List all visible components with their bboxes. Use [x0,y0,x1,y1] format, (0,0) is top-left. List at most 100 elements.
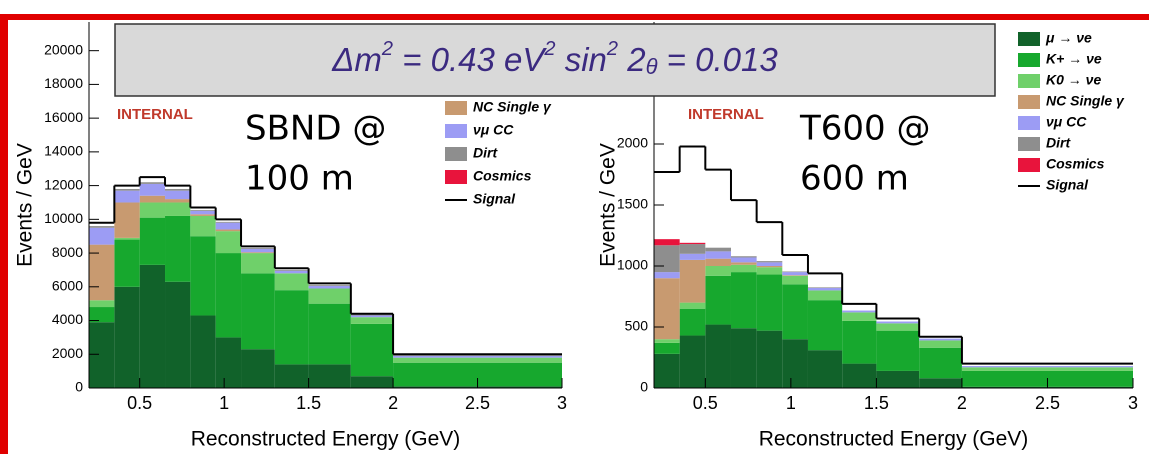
bar-segment [241,349,275,388]
legend-label: νμ CC [1046,114,1087,130]
banner-part: sin [556,41,607,78]
bar-segment [807,287,843,291]
y-axis-title: Events / GeV [597,143,620,267]
bar-segment [679,259,706,303]
bar-segment [807,290,843,301]
legend-swatch [1018,74,1040,88]
legend-label: K0 → νe [1046,72,1101,88]
x-tick-label: 0.5 [693,393,718,413]
bar-segment [730,262,757,265]
bar-segment [308,285,351,289]
legend-swatch [1018,95,1040,109]
bar-segment [114,202,140,238]
bar-segment [842,312,877,321]
y-tick-label: 14000 [44,143,83,159]
banner-part: = 0.43 eV [393,41,547,78]
bar-segment [782,339,808,388]
bar-segment [756,274,783,331]
bar-segment [274,364,309,388]
slide-border-left [0,14,8,454]
bar-segment [190,236,216,316]
banner: Δm2 = 0.43 eV2 sin2 2θ = 0.013 [114,23,996,97]
bar-segment [190,214,216,216]
distance-label: 600 m [800,159,909,199]
bar-segment [165,190,191,200]
bar-segment [842,320,877,364]
bar-segment [393,355,562,358]
bar-segment [274,290,309,365]
bar-segment [730,272,757,329]
banner-sup: 2 [543,38,555,60]
legend-label: Cosmics [473,168,532,184]
slide-border-top [0,14,1149,20]
legend-label: Cosmics [1046,156,1105,172]
bar-segment [350,315,394,318]
chart-left: 0 2000 4000 6000 8000 10000 12000 14000 16000 180… [14,22,567,451]
bar-segment [308,364,351,388]
banner-part: 2 [618,41,646,78]
bar-segment [730,264,757,273]
bar-segment [190,315,216,388]
bar-segment [705,324,731,388]
legend-label: NC Single γ [1046,93,1125,109]
y-tick-label: 1500 [617,196,648,212]
bar-segment [730,256,757,258]
bar-segment [807,287,843,288]
x-tick-label: 1.5 [296,393,321,413]
bar-segment [165,199,191,203]
bar-segment [807,300,843,351]
bar-segment [961,366,1133,368]
bar-segment [114,188,140,191]
bar-segment [876,323,920,331]
bar-segment [654,353,680,388]
bar-segment [679,302,706,309]
bar-segment [919,338,962,341]
bar-segment [756,261,783,263]
bar-segment [782,275,808,285]
bar-segment [679,335,706,388]
bar-segment [308,288,351,304]
y-tick-label: 1000 [617,257,648,273]
bar-segment [215,222,242,230]
x-tick-label: 0.5 [127,393,152,413]
banner-box [114,23,996,97]
legend-label: Dirt [473,145,498,161]
bar-segment [165,188,191,191]
bar-segment [705,266,731,276]
bar-segment [756,330,783,388]
y-tick-label: 2000 [617,135,648,151]
bar-segment [654,239,680,246]
y-tick-label: 6000 [52,278,83,294]
bar-segment [654,245,680,273]
bar-segment [139,183,166,196]
bar-segment [215,221,242,223]
legend-swatch [445,170,467,184]
bar-segment [139,195,166,203]
banner-sup: 2 [606,38,618,60]
bar-segment [114,237,140,240]
bar-segment [350,317,394,324]
bar-segment [274,273,309,291]
y-tick-label: 16000 [44,109,83,125]
bar-segment [215,229,242,232]
bar-segment [842,363,877,388]
y-tick-label: 8000 [52,244,83,260]
y-tick-label: 10000 [44,210,83,226]
x-tick-label: 2 [388,393,398,413]
bar-segment [165,281,191,388]
banner-part: Δm [331,41,382,78]
bar-segment [756,262,783,266]
y-tick-label: 500 [625,318,649,334]
legend-label: Signal [1046,177,1089,193]
legend-swatch [445,147,467,161]
y-tick-label: 18000 [44,75,83,91]
chart-right: 050010001500200025000.511.522.53Reconstr… [597,22,1138,451]
banner-sup: 2 [381,38,393,60]
bar-segment [241,248,275,253]
bar-segment [89,244,115,301]
bar-segment [241,253,275,274]
bar-segment [274,269,309,271]
legend-label: Signal [473,191,516,207]
bar-segment [393,355,562,356]
bar-segment [114,286,140,388]
